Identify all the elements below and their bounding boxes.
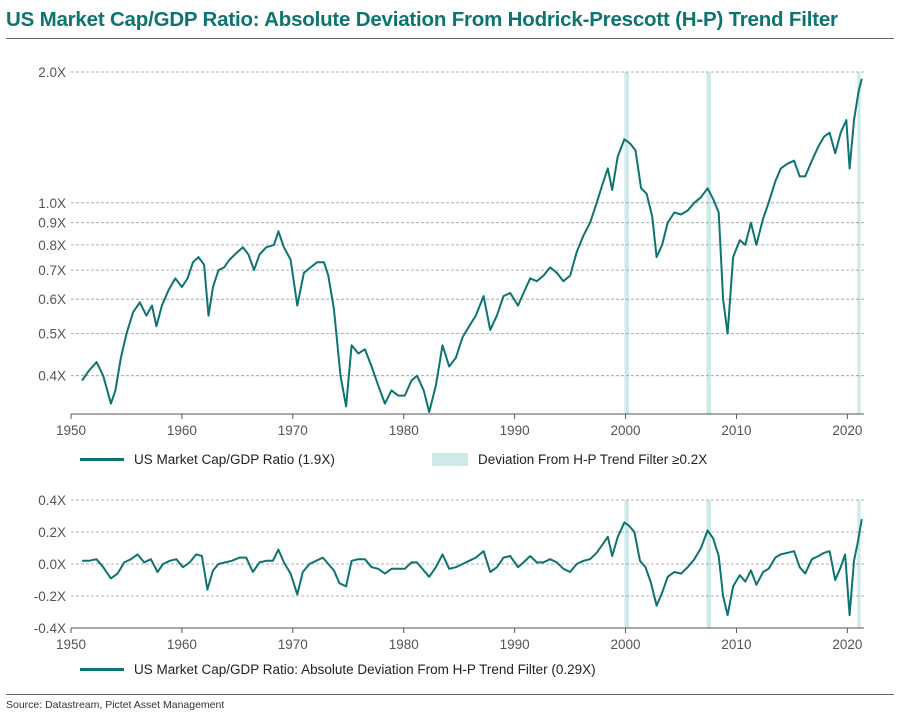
x-tick-label: 1990: [500, 423, 530, 438]
x-tick-label: 1980: [389, 637, 419, 652]
top-legend-band-label: Deviation From H-P Trend Filter ≥0.2X: [478, 452, 708, 467]
x-tick-label: 2000: [611, 637, 641, 652]
highlight-band: [624, 72, 629, 414]
y-tick-label: 0.4X: [38, 493, 66, 508]
x-tick-label: 1980: [389, 423, 419, 438]
y-tick-label: 0.6X: [38, 292, 66, 307]
y-tick-label: 0.8X: [38, 238, 66, 253]
series-line: [81, 78, 863, 413]
legend-band-swatch: [432, 453, 468, 466]
y-tick-label: -0.4X: [34, 621, 66, 636]
x-tick-label: 2020: [832, 637, 862, 652]
top-legend-band: Deviation From H-P Trend Filter ≥0.2X: [432, 452, 707, 467]
y-tick-label: 1.0X: [38, 196, 66, 211]
y-tick-label: 0.0X: [38, 557, 66, 572]
x-tick-label: 2000: [611, 423, 641, 438]
x-tick-label: 1950: [56, 637, 86, 652]
x-tick-label: 2010: [721, 423, 751, 438]
y-tick-label: 0.9X: [38, 216, 66, 231]
chart-title: US Market Cap/GDP Ratio: Absolute Deviat…: [6, 8, 838, 31]
y-tick-label: 0.5X: [38, 327, 66, 342]
x-tick-label: 1960: [167, 423, 197, 438]
x-tick-label: 1970: [278, 637, 308, 652]
source-note: Source: Datastream, Pictet Asset Managem…: [6, 699, 225, 711]
top-chart: 2.0X 1.0X 0.9X 0.8X 0.7X 0.6X 0.5X 0.4X 1950 1960…: [38, 65, 864, 438]
series-line: [82, 519, 863, 617]
highlight-band: [706, 72, 711, 414]
title-rule: [6, 38, 894, 39]
x-tick-label: 1950: [56, 423, 86, 438]
top-legend-series: US Market Cap/GDP Ratio (1.9X): [80, 452, 335, 467]
y-tick-label: 0.2X: [38, 525, 66, 540]
y-tick-label: 0.7X: [38, 263, 66, 278]
y-tick-label: -0.2X: [34, 589, 66, 604]
x-tick-label: 2010: [721, 637, 751, 652]
legend-line-swatch: [80, 668, 124, 671]
highlight-band: [857, 72, 861, 414]
x-tick-label: 1970: [278, 423, 308, 438]
highlight-band: [857, 500, 861, 628]
y-tick-label: 2.0X: [38, 65, 66, 80]
footer-rule: [6, 694, 894, 695]
y-tick-label: 0.4X: [38, 369, 66, 384]
bottom-legend-series-label: US Market Cap/GDP Ratio: Absolute Deviat…: [134, 662, 596, 677]
legend-line-swatch: [80, 458, 124, 461]
x-tick-label: 1960: [167, 637, 197, 652]
bottom-legend-series: US Market Cap/GDP Ratio: Absolute Deviat…: [80, 662, 596, 677]
x-tick-label: 2020: [832, 423, 862, 438]
x-tick-label: 1990: [500, 637, 530, 652]
top-legend-series-label: US Market Cap/GDP Ratio (1.9X): [134, 452, 335, 467]
